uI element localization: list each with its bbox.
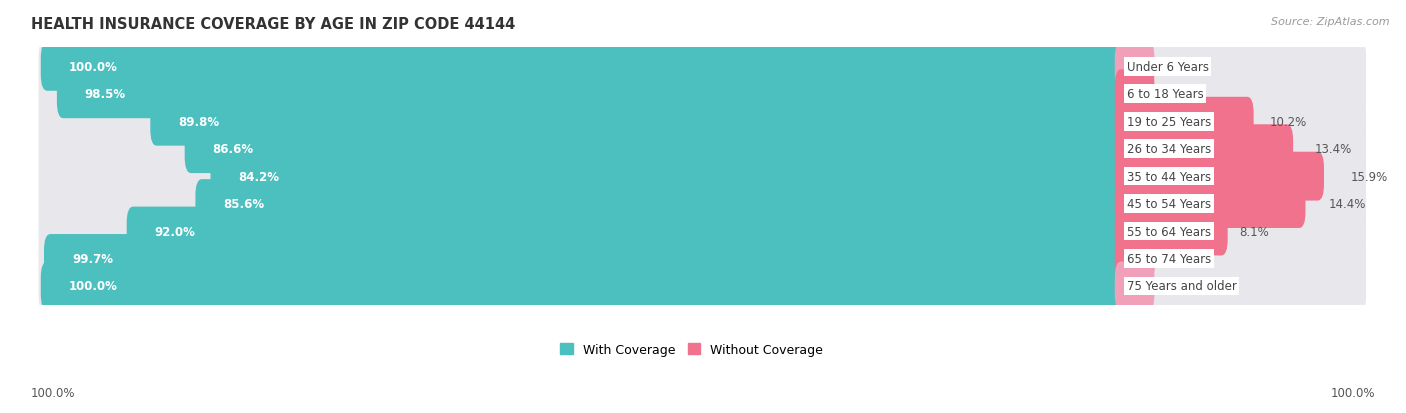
Text: 75 Years and older: 75 Years and older (1126, 280, 1236, 293)
FancyBboxPatch shape (1115, 207, 1227, 256)
FancyBboxPatch shape (1112, 255, 1367, 317)
FancyBboxPatch shape (1115, 70, 1154, 119)
FancyBboxPatch shape (1115, 125, 1294, 174)
FancyBboxPatch shape (44, 235, 1128, 283)
FancyBboxPatch shape (127, 207, 1128, 256)
Text: 0.32%: 0.32% (1156, 252, 1192, 265)
Text: 19 to 25 Years: 19 to 25 Years (1126, 116, 1211, 128)
Text: 84.2%: 84.2% (239, 170, 280, 183)
FancyBboxPatch shape (1112, 146, 1367, 208)
Text: 100.0%: 100.0% (69, 280, 118, 293)
FancyBboxPatch shape (1115, 43, 1154, 92)
Text: 92.0%: 92.0% (155, 225, 195, 238)
FancyBboxPatch shape (41, 43, 1128, 92)
FancyBboxPatch shape (1115, 152, 1324, 201)
FancyBboxPatch shape (195, 180, 1128, 228)
FancyBboxPatch shape (38, 91, 1130, 153)
Text: 100.0%: 100.0% (31, 386, 76, 399)
FancyBboxPatch shape (41, 262, 1128, 311)
FancyBboxPatch shape (1115, 97, 1254, 146)
FancyBboxPatch shape (1112, 228, 1367, 290)
Text: 85.6%: 85.6% (224, 197, 264, 211)
FancyBboxPatch shape (184, 125, 1128, 174)
FancyBboxPatch shape (150, 97, 1128, 146)
Text: 10.2%: 10.2% (1270, 116, 1306, 128)
Text: 6 to 18 Years: 6 to 18 Years (1126, 88, 1204, 101)
FancyBboxPatch shape (211, 152, 1128, 201)
Text: 99.7%: 99.7% (72, 252, 112, 265)
Text: 65 to 74 Years: 65 to 74 Years (1126, 252, 1211, 265)
FancyBboxPatch shape (38, 146, 1130, 208)
Text: 0.0%: 0.0% (1156, 61, 1185, 74)
FancyBboxPatch shape (1112, 119, 1367, 180)
FancyBboxPatch shape (1115, 262, 1154, 311)
Text: 55 to 64 Years: 55 to 64 Years (1126, 225, 1211, 238)
FancyBboxPatch shape (38, 64, 1130, 126)
Text: 35 to 44 Years: 35 to 44 Years (1126, 170, 1211, 183)
Text: 8.1%: 8.1% (1240, 225, 1270, 238)
Legend: With Coverage, Without Coverage: With Coverage, Without Coverage (560, 343, 823, 356)
FancyBboxPatch shape (1112, 201, 1367, 262)
Text: Under 6 Years: Under 6 Years (1126, 61, 1209, 74)
FancyBboxPatch shape (38, 173, 1130, 235)
Text: Source: ZipAtlas.com: Source: ZipAtlas.com (1271, 17, 1389, 26)
Text: 1.5%: 1.5% (1156, 88, 1185, 101)
Text: 100.0%: 100.0% (1330, 386, 1375, 399)
Text: 0.0%: 0.0% (1156, 280, 1185, 293)
Text: 100.0%: 100.0% (69, 61, 118, 74)
FancyBboxPatch shape (38, 228, 1130, 290)
Text: 89.8%: 89.8% (179, 116, 219, 128)
FancyBboxPatch shape (1112, 91, 1367, 153)
Text: 45 to 54 Years: 45 to 54 Years (1126, 197, 1211, 211)
Text: 14.4%: 14.4% (1329, 197, 1367, 211)
Text: 86.6%: 86.6% (212, 143, 253, 156)
Text: 15.9%: 15.9% (1350, 170, 1388, 183)
FancyBboxPatch shape (1115, 235, 1154, 283)
FancyBboxPatch shape (1115, 180, 1306, 228)
FancyBboxPatch shape (38, 119, 1130, 180)
FancyBboxPatch shape (1112, 64, 1367, 126)
FancyBboxPatch shape (38, 36, 1130, 98)
Text: HEALTH INSURANCE COVERAGE BY AGE IN ZIP CODE 44144: HEALTH INSURANCE COVERAGE BY AGE IN ZIP … (31, 17, 515, 31)
FancyBboxPatch shape (56, 70, 1128, 119)
FancyBboxPatch shape (1112, 173, 1367, 235)
FancyBboxPatch shape (38, 255, 1130, 317)
Text: 98.5%: 98.5% (84, 88, 127, 101)
Text: 26 to 34 Years: 26 to 34 Years (1126, 143, 1211, 156)
Text: 13.4%: 13.4% (1315, 143, 1353, 156)
FancyBboxPatch shape (38, 201, 1130, 262)
FancyBboxPatch shape (1112, 36, 1367, 98)
